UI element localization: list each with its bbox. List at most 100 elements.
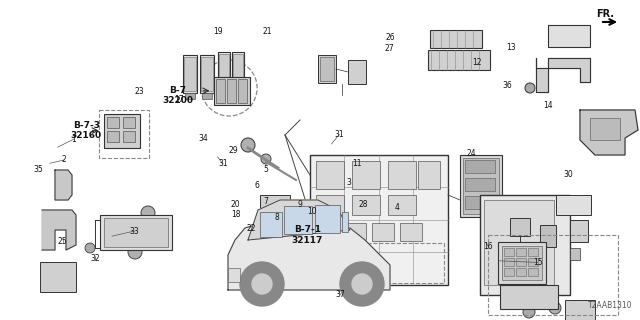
Bar [465,160,495,173]
Circle shape [352,274,372,294]
Bar [556,195,591,215]
Bar [516,248,526,256]
Bar [232,52,244,94]
Text: 27: 27 [384,44,394,53]
Text: 24: 24 [467,149,477,158]
Bar [504,268,514,276]
Text: 20: 20 [230,200,241,209]
Polygon shape [580,110,638,155]
Bar [502,246,542,280]
Bar [40,262,76,292]
Text: 11: 11 [353,159,362,168]
Bar [184,57,196,91]
Bar [465,178,495,191]
Circle shape [252,274,272,294]
Bar [219,54,229,92]
Bar [202,93,212,99]
Bar [123,116,134,128]
Bar [316,223,338,241]
Circle shape [549,302,561,314]
Text: B-7
32200: B-7 32200 [163,86,193,105]
Bar [480,195,570,295]
Text: 29: 29 [228,146,239,155]
Bar [463,158,499,214]
Text: 34: 34 [198,134,209,143]
Polygon shape [228,222,390,290]
Bar [107,116,118,128]
Circle shape [301,218,309,226]
Bar [107,131,118,141]
Bar [220,94,228,100]
Text: FR.: FR. [596,9,614,19]
Bar [342,212,348,232]
Bar [314,243,444,283]
Text: 26: 26 [385,33,396,42]
Bar [234,94,242,100]
Text: T2AAB1310: T2AAB1310 [588,301,632,310]
Bar [428,50,490,70]
Polygon shape [536,58,590,92]
Bar [488,235,618,315]
Circle shape [63,220,73,230]
Bar [200,55,214,93]
Text: 22: 22 [246,224,255,233]
Text: B-7-3
32160: B-7-3 32160 [71,121,102,140]
Text: 31: 31 [334,130,344,139]
Text: 12: 12 [472,58,481,67]
Bar [570,248,580,260]
Bar [400,223,422,241]
Text: 21: 21 [263,28,272,36]
Text: 37: 37 [335,290,346,299]
Bar [216,79,225,103]
Text: 3: 3 [346,178,351,187]
Circle shape [523,306,535,318]
Bar [214,77,250,105]
Bar [185,93,195,99]
Bar [510,218,530,236]
Bar [99,110,149,158]
Bar [498,242,546,284]
Circle shape [392,156,404,168]
Text: 33: 33 [129,227,140,236]
Bar [123,131,134,141]
Text: 30: 30 [563,170,573,179]
Polygon shape [42,210,76,250]
Text: 13: 13 [506,43,516,52]
Bar [540,225,556,247]
Bar [228,268,240,282]
Bar [318,55,336,83]
Bar [352,195,380,215]
Circle shape [128,245,142,259]
Bar [528,268,538,276]
Text: 36: 36 [502,81,513,90]
Circle shape [525,83,535,93]
Bar [233,54,243,92]
Bar [104,218,168,247]
Bar [316,195,344,215]
Bar [344,223,366,241]
Text: 2: 2 [61,156,67,164]
Text: 18: 18 [231,210,240,219]
Circle shape [85,243,95,253]
Bar [516,258,526,266]
Text: 19: 19 [212,28,223,36]
Bar [316,161,344,189]
Text: 15: 15 [532,258,543,267]
Bar [504,258,514,266]
Bar [218,52,230,94]
Bar [260,195,290,211]
Text: 6: 6 [255,181,260,190]
Bar [504,248,514,256]
Text: 25: 25 [58,237,68,246]
Bar [388,161,416,189]
Bar [418,161,440,189]
Circle shape [340,262,384,306]
Bar [310,155,448,285]
Bar [528,258,538,266]
Text: 1: 1 [71,135,76,144]
Text: 28: 28 [359,200,368,209]
Text: 9: 9 [297,200,302,209]
Bar [548,25,590,47]
Bar [320,57,334,81]
Text: 16: 16 [483,242,493,251]
